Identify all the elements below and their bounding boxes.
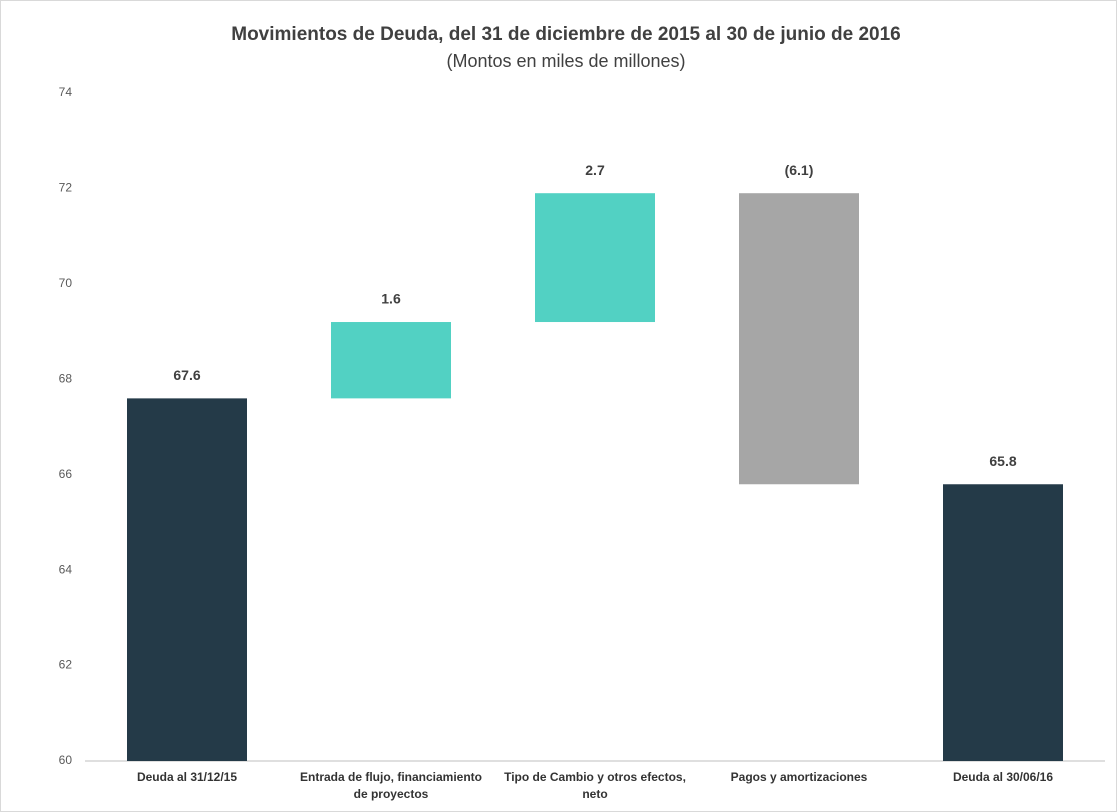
x-tick-label: Pagos y amortizaciones: [730, 770, 868, 784]
data-label: 67.6: [173, 367, 200, 383]
data-label: 65.8: [989, 453, 1016, 469]
y-tick-label: 74: [59, 85, 73, 99]
y-tick-label: 64: [59, 562, 73, 576]
x-tick-label: Deuda al 31/12/15: [136, 770, 238, 784]
bar: [943, 484, 1063, 761]
y-tick-label: 60: [59, 753, 73, 767]
x-tick-label: Tipo de Cambio y otros efectos, neto: [504, 770, 686, 801]
chart-title: Movimientos de Deuda, del 31 de diciembr…: [231, 24, 900, 45]
x-tick-label: Entrada de flujo, financiamiento de proy…: [299, 770, 483, 801]
bar: [127, 398, 247, 761]
y-tick-label: 62: [59, 658, 73, 672]
y-tick-label: 70: [59, 276, 73, 290]
x-tick-label: Deuda al 30/06/16: [952, 770, 1054, 784]
bar: [331, 322, 451, 399]
data-label: (6.1): [785, 162, 814, 178]
data-label: 1.6: [381, 291, 401, 307]
bar: [535, 193, 655, 323]
data-label: 2.7: [585, 162, 605, 178]
y-tick-label: 66: [59, 467, 73, 481]
bar: [739, 193, 859, 485]
chart-subtitle: (Montos en miles de millones): [446, 51, 685, 71]
y-tick-label: 68: [59, 371, 73, 385]
y-tick-label: 72: [59, 181, 73, 195]
